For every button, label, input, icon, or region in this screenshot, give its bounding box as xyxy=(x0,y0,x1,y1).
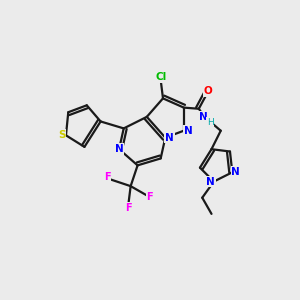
Text: N: N xyxy=(115,144,124,154)
Text: F: F xyxy=(146,192,153,202)
Text: N: N xyxy=(165,133,174,142)
Text: F: F xyxy=(125,203,132,213)
Text: N: N xyxy=(184,126,193,136)
Text: N: N xyxy=(231,167,240,177)
Text: F: F xyxy=(104,172,110,182)
Text: H: H xyxy=(207,118,214,127)
Text: S: S xyxy=(58,130,66,140)
Text: O: O xyxy=(204,86,212,96)
Text: N: N xyxy=(199,112,208,122)
Text: N: N xyxy=(206,176,215,187)
Text: Cl: Cl xyxy=(155,72,166,82)
